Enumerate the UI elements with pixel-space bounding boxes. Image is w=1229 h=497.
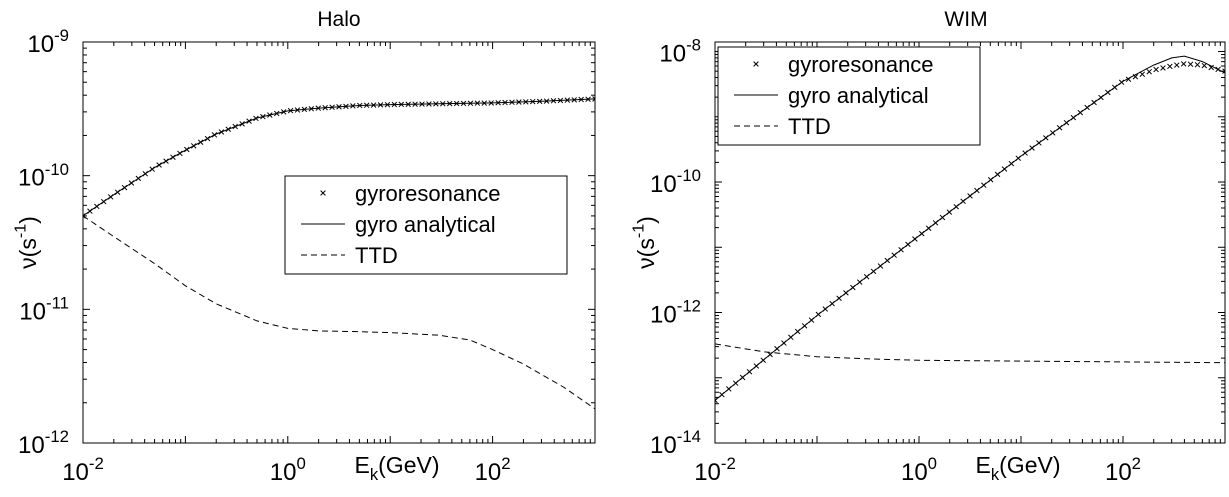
chart-panel-halo: Halo 10-2 100 102 10-12 10-11 10-10 10-9 Ek(GeV)… [12, 8, 596, 486]
x-tick-label: 10-2 [694, 454, 736, 486]
legend-marker-gyroresonance [753, 61, 759, 67]
x-tick-label: 102 [1105, 454, 1141, 486]
marker-stroke [592, 98, 595, 102]
data-point-gyroresonance [592, 96, 595, 102]
legend-label-gyro-analytical: gyro analytical [788, 83, 929, 108]
chart-title: WIM [944, 8, 987, 31]
legend: gyroresonance gyro analytical TTD [284, 175, 568, 275]
y-tick-label: 10-12 [650, 297, 701, 329]
data-point-gyroresonance [1146, 68, 1152, 75]
y-tick-label: 10-11 [19, 294, 69, 326]
marker-stroke [1132, 73, 1139, 80]
series-group [715, 55, 1225, 404]
marker-stroke [1201, 62, 1208, 69]
legend-box [284, 175, 568, 275]
y-tick-label: 10-8 [659, 36, 701, 68]
marker-stroke [592, 96, 595, 100]
marker-stroke [1222, 68, 1225, 72]
legend: gyroresonance gyro analytical TTD [717, 46, 981, 146]
data-point-gyroresonance [1208, 64, 1214, 71]
series-line-ttd [715, 343, 1225, 364]
x-axis-label: Ek(GeV) [976, 452, 1061, 484]
marker-stroke [1174, 62, 1180, 68]
marker-stroke [1153, 66, 1159, 73]
y-tick-label: 10-14 [650, 427, 701, 459]
marker-stroke [1180, 61, 1187, 67]
marker-stroke [1167, 63, 1173, 70]
data-point-gyroresonance [1187, 61, 1194, 67]
legend-marker-gyroresonance [320, 190, 326, 196]
series-line-gyro-analytical [83, 98, 595, 217]
legend-label-ttd: TTD [355, 243, 398, 268]
y-tick-label: 10-10 [18, 160, 69, 192]
legend-label-ttd: TTD [788, 114, 831, 139]
plot-frame [82, 41, 596, 444]
series-group [83, 96, 595, 410]
y-tick-label: 10-10 [650, 166, 701, 198]
x-tick-label: 100 [270, 454, 306, 486]
legend-label-gyro-analytical: gyro analytical [355, 212, 496, 237]
marker-stroke [1222, 70, 1225, 74]
x-tick-label: 102 [475, 454, 511, 486]
x-tick-label: 10-2 [62, 454, 104, 486]
y-tick-label: 10-12 [18, 427, 69, 459]
series-line-gyro-analytical [715, 55, 1225, 401]
chart-panel-wim: WIM 10-2 100 102 10-14 10-12 10-10 10-8 Ek(GeV) ν… [630, 8, 1226, 486]
data-point-gyroresonance [1194, 61, 1201, 68]
data-point-gyroresonance [1201, 62, 1208, 69]
marker-stroke [1194, 61, 1201, 68]
data-point-gyroresonance [1222, 68, 1225, 74]
legend-label-gyroresonance: gyroresonance [355, 181, 501, 206]
y-tick-label: 10-9 [27, 26, 69, 58]
series-line-ttd [83, 215, 595, 410]
data-point-gyroresonance [1167, 63, 1173, 70]
data-point-gyroresonance [1174, 62, 1180, 68]
legend-box [717, 46, 981, 146]
y-axis-label: ν(s-1) [12, 216, 41, 269]
data-point-gyroresonance [1180, 61, 1187, 67]
x-axis-label: Ek(GeV) [355, 452, 440, 484]
data-point-gyroresonance [1160, 65, 1166, 71]
marker-stroke [1160, 65, 1166, 71]
x-tick-label: 100 [901, 454, 937, 486]
plot-frame [714, 41, 1226, 444]
chart-title: Halo [317, 8, 360, 31]
data-point-gyroresonance [1153, 66, 1159, 73]
marker-stroke [715, 399, 718, 404]
y-axis-label: ν(s-1) [630, 216, 659, 269]
marker-stroke [1187, 61, 1194, 67]
marker-stroke [1146, 68, 1152, 75]
marker-stroke [1208, 64, 1214, 71]
legend-label-gyroresonance: gyroresonance [788, 52, 934, 77]
marker-stroke [1139, 71, 1146, 77]
data-point-gyroresonance [1139, 71, 1146, 77]
